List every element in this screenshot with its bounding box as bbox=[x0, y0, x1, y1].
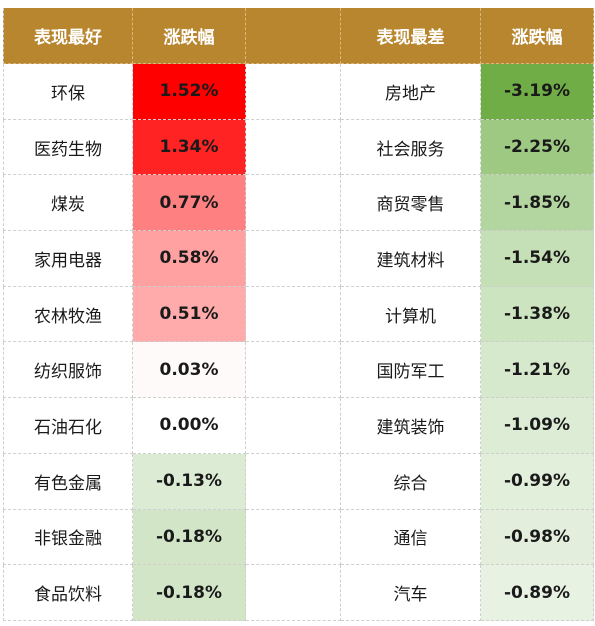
header-worst-change: 涨跌幅 bbox=[481, 8, 594, 64]
row-spacer bbox=[246, 453, 341, 510]
best-sector-name: 有色金属 bbox=[3, 453, 133, 510]
worst-sector-name: 汽车 bbox=[341, 565, 481, 621]
worst-sector-name: 综合 bbox=[341, 453, 481, 510]
row-spacer bbox=[246, 286, 341, 343]
best-sector-name: 食品饮料 bbox=[3, 565, 133, 621]
best-sector-name: 纺织服饰 bbox=[3, 342, 133, 399]
worst-sector-change: -3.19% bbox=[481, 64, 594, 120]
best-sector-change: 1.52% bbox=[133, 64, 246, 120]
best-sector-name: 医药生物 bbox=[3, 119, 133, 176]
best-sector-name: 煤炭 bbox=[3, 175, 133, 232]
worst-sector-change: -2.25% bbox=[481, 119, 594, 176]
row-spacer bbox=[246, 119, 341, 176]
worst-sector-change: -1.85% bbox=[481, 175, 594, 232]
worst-sector-name: 计算机 bbox=[341, 286, 481, 343]
row-spacer bbox=[246, 509, 341, 566]
best-sector-change: 0.03% bbox=[133, 342, 246, 399]
worst-sector-change: -1.54% bbox=[481, 231, 594, 287]
worst-sector-name: 社会服务 bbox=[341, 119, 481, 176]
best-sector-change: -0.18% bbox=[133, 509, 246, 566]
worst-sector-name: 通信 bbox=[341, 509, 481, 566]
row-spacer bbox=[246, 565, 341, 621]
worst-sector-change: -1.09% bbox=[481, 398, 594, 454]
worst-sector-name: 国防军工 bbox=[341, 342, 481, 399]
worst-sector-name: 房地产 bbox=[341, 64, 481, 120]
best-sector-name: 石油石化 bbox=[3, 398, 133, 454]
worst-sector-name: 建筑装饰 bbox=[341, 398, 481, 454]
row-spacer bbox=[246, 175, 341, 232]
worst-sector-change: -0.99% bbox=[481, 453, 594, 510]
row-spacer bbox=[246, 64, 341, 120]
best-sector-change: 0.58% bbox=[133, 231, 246, 287]
best-sector-change: -0.18% bbox=[133, 565, 246, 621]
best-sector-change: 0.77% bbox=[133, 175, 246, 232]
row-spacer bbox=[246, 342, 341, 399]
header-worst-sector: 表现最差 bbox=[341, 8, 481, 64]
header-best-change: 涨跌幅 bbox=[133, 8, 246, 64]
worst-sector-change: -0.98% bbox=[481, 509, 594, 566]
row-spacer bbox=[246, 231, 341, 287]
best-sector-name: 环保 bbox=[3, 64, 133, 120]
row-spacer bbox=[246, 398, 341, 454]
best-sector-change: 0.51% bbox=[133, 286, 246, 343]
header-best-sector: 表现最好 bbox=[3, 8, 133, 64]
header-spacer bbox=[246, 8, 341, 64]
best-sector-change: 1.34% bbox=[133, 119, 246, 176]
best-sector-name: 农林牧渔 bbox=[3, 286, 133, 343]
worst-sector-change: -1.38% bbox=[481, 286, 594, 343]
worst-sector-name: 商贸零售 bbox=[341, 175, 481, 232]
best-sector-name: 非银金融 bbox=[3, 509, 133, 566]
best-sector-change: 0.00% bbox=[133, 398, 246, 454]
sector-performance-table: 表现最好 涨跌幅 表现最差 涨跌幅 环保 1.52% 房地产 -3.19% 医药生物 1.… bbox=[3, 8, 594, 621]
worst-sector-name: 建筑材料 bbox=[341, 231, 481, 287]
best-sector-name: 家用电器 bbox=[3, 231, 133, 287]
worst-sector-change: -0.89% bbox=[481, 565, 594, 621]
best-sector-change: -0.13% bbox=[133, 453, 246, 510]
worst-sector-change: -1.21% bbox=[481, 342, 594, 399]
